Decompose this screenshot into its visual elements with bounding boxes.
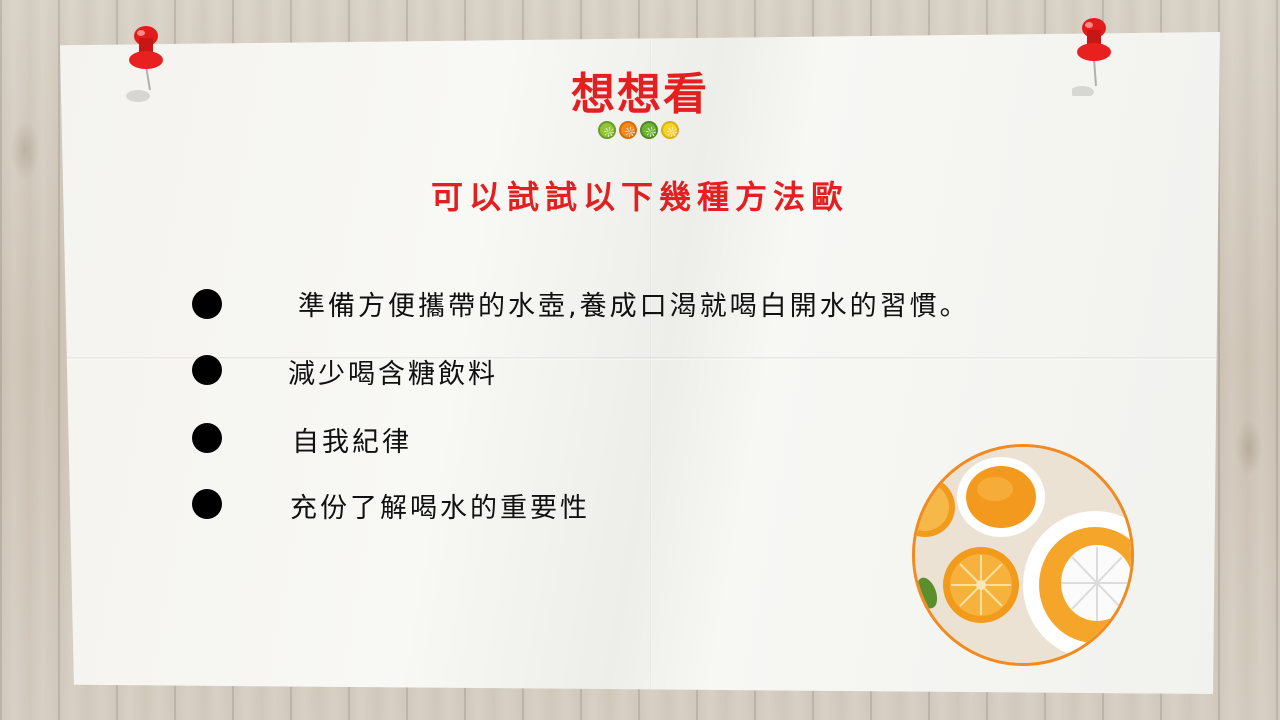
list-item-text: 自我紀律	[292, 427, 412, 458]
page-title: 想想看	[571, 69, 709, 120]
black-circle-bullet-icon	[192, 489, 222, 519]
list-item-text: 充份了解喝水的重要性	[290, 493, 590, 524]
kiwi-slice-icon	[640, 121, 658, 139]
list-item-text: 準備方便攜帶的水壺,養成口渴就喝白開水的習慣。	[298, 291, 970, 322]
paper-fold-vertical	[650, 32, 652, 694]
list-item-text: 減少喝含糖飲料	[288, 359, 498, 390]
list-item	[192, 284, 222, 324]
list-item	[192, 484, 222, 524]
wood-knot	[10, 120, 40, 180]
red-pushpin-icon	[1072, 18, 1111, 96]
orange-juice-illustration	[915, 447, 1131, 663]
black-circle-bullet-icon	[192, 289, 222, 319]
black-circle-bullet-icon	[192, 355, 222, 385]
black-circle-bullet-icon	[192, 423, 222, 453]
paper-fold-horizontal	[60, 357, 1220, 360]
orange-slice-icon	[619, 121, 637, 139]
orange-juice-photo	[912, 444, 1134, 666]
lemon-slice-icon	[661, 121, 679, 139]
red-pushpin-icon	[126, 26, 163, 102]
subtitle: 可以試試以下幾種方法歐	[430, 178, 849, 216]
list-item	[192, 418, 222, 458]
list-item	[192, 350, 222, 390]
wood-knot	[1235, 420, 1263, 476]
lime-slice-icon	[598, 121, 616, 139]
fruit-slice-decoration	[598, 121, 679, 139]
